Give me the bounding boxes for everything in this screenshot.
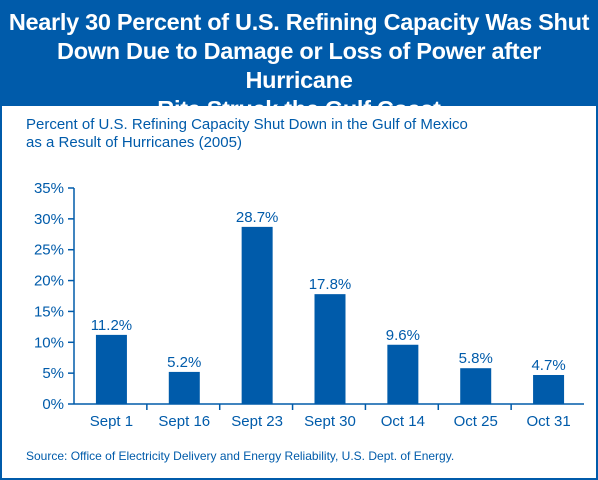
data-label: 5.2% xyxy=(167,354,201,371)
bar xyxy=(460,368,492,404)
x-tick-label: Sept 30 xyxy=(304,413,356,430)
bar xyxy=(387,344,419,404)
title-line: Rita Struck the Gulf Coast xyxy=(157,96,441,122)
y-tick-label: 15% xyxy=(34,303,64,320)
data-label: 4.7% xyxy=(531,357,565,374)
y-tick-label: 10% xyxy=(34,334,64,351)
bar xyxy=(95,334,127,404)
y-tick-label: 35% xyxy=(34,180,64,197)
data-label: 9.6% xyxy=(386,327,420,344)
y-tick-label: 20% xyxy=(34,273,64,290)
subtitle-line: as a Result of Hurricanes (2005) xyxy=(26,134,242,151)
x-tick-label: Oct 31 xyxy=(526,413,570,430)
x-tick-label: Sept 16 xyxy=(158,413,210,430)
data-label: 5.8% xyxy=(459,350,493,367)
data-label: 11.2% xyxy=(91,317,132,334)
bar xyxy=(241,226,273,404)
bar xyxy=(533,374,565,404)
title-bar: Nearly 30 Percent of U.S. Refining Capac… xyxy=(2,2,596,122)
y-tick-label: 0% xyxy=(42,396,64,413)
bar xyxy=(314,294,346,404)
title-line: Nearly 30 Percent of U.S. Refining Capac… xyxy=(8,9,590,35)
data-label: 17.8% xyxy=(309,276,352,293)
x-tick-label: Sept 1 xyxy=(90,413,133,430)
y-tick-label: 30% xyxy=(34,211,64,228)
x-tick-label: Sept 23 xyxy=(231,413,283,430)
title-line: Down Due to Damage or Loss of Power afte… xyxy=(57,38,541,93)
chart-title: Nearly 30 Percent of U.S. Refining Capac… xyxy=(2,8,596,124)
bar xyxy=(168,371,200,404)
source-note: Source: Office of Electricity Delivery a… xyxy=(26,449,455,463)
x-tick-label: Oct 14 xyxy=(381,413,425,430)
chart-subtitle: Percent of U.S. Refining Capacity Shut D… xyxy=(26,116,566,152)
subtitle-line: Percent of U.S. Refining Capacity Shut D… xyxy=(26,116,468,133)
x-tick-label: Oct 25 xyxy=(454,413,498,430)
y-tick-label: 25% xyxy=(34,242,64,259)
y-tick-label: 5% xyxy=(42,365,64,382)
data-label: 28.7% xyxy=(236,209,279,226)
